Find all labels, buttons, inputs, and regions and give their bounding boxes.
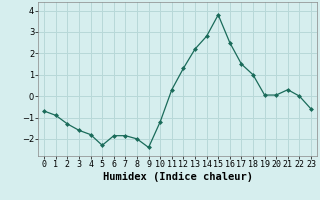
X-axis label: Humidex (Indice chaleur): Humidex (Indice chaleur) <box>103 172 252 182</box>
